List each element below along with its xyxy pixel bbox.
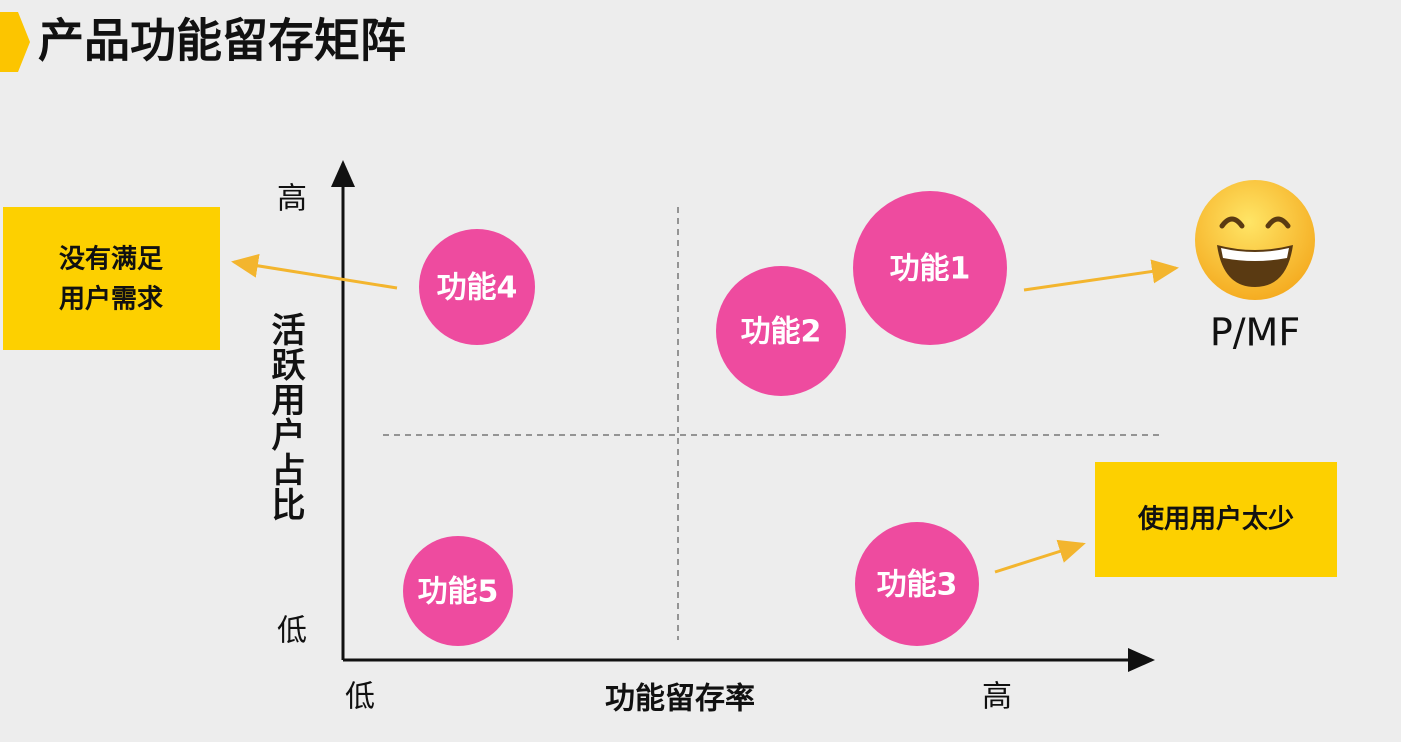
node-label: 功能1 bbox=[890, 252, 971, 287]
pmf-label: P/MF bbox=[1210, 311, 1300, 355]
arrow bbox=[231, 253, 398, 290]
callout-box bbox=[1095, 462, 1337, 577]
node-label: 功能2 bbox=[741, 315, 822, 350]
y-low: 低 bbox=[277, 614, 307, 649]
node-label: 功能3 bbox=[877, 568, 958, 603]
callout-box bbox=[3, 207, 220, 350]
x-low: 低 bbox=[345, 680, 375, 715]
callout-text: 用户需求 bbox=[59, 284, 163, 315]
emoji bbox=[1195, 180, 1315, 300]
y-label: 活跃用户占比 bbox=[265, 312, 305, 522]
x-high: 高 bbox=[982, 680, 1012, 715]
x-label: 功能留存率 bbox=[605, 682, 755, 717]
callout-text: 没有满足 bbox=[59, 245, 163, 275]
arrow bbox=[1023, 259, 1179, 292]
node-label: 功能5 bbox=[418, 575, 499, 610]
title: 产品功能留存矩阵 bbox=[38, 14, 406, 68]
node: 功能5 bbox=[403, 536, 513, 646]
node-label: 功能4 bbox=[437, 271, 518, 306]
y-high: 高 bbox=[277, 182, 307, 217]
node: 功能4 bbox=[419, 229, 535, 345]
arrow bbox=[994, 539, 1086, 574]
node: 功能2 bbox=[716, 266, 846, 396]
title-marker bbox=[0, 12, 30, 72]
node: 功能3 bbox=[855, 522, 979, 646]
node: 功能1 bbox=[853, 191, 1007, 345]
callout-text: 使用用户太少 bbox=[1137, 504, 1294, 535]
